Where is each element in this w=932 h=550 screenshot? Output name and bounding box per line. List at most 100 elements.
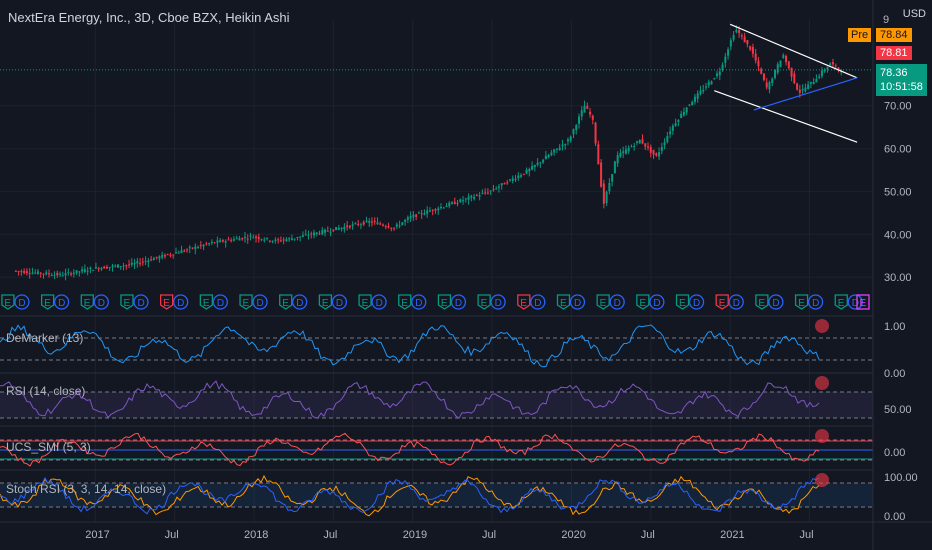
candle-body: [520, 175, 523, 177]
candle-body: [208, 243, 211, 245]
top-tick-partial: 9: [883, 14, 890, 26]
dividend-marker[interactable]: D: [649, 294, 665, 310]
indicator-label-stochrsi[interactable]: Stoch RSI (3, 3, 14, 14, close): [6, 482, 167, 496]
earnings-marker[interactable]: E: [755, 294, 769, 310]
candle-body: [680, 113, 683, 118]
dividend-marker[interactable]: D: [212, 294, 228, 310]
trendlines: [714, 23, 858, 143]
svg-text:D: D: [18, 298, 25, 309]
alert-marker: [815, 473, 829, 487]
candle-body: [564, 144, 567, 146]
earnings-marker[interactable]: E: [239, 294, 253, 310]
dividend-marker[interactable]: D: [14, 294, 30, 310]
future-earnings-marker[interactable]: E: [856, 294, 870, 310]
candle-body: [221, 240, 224, 242]
candle-body: [553, 149, 556, 153]
candle-body: [362, 221, 365, 225]
dividend-marker[interactable]: D: [609, 294, 625, 310]
dividend-marker[interactable]: D: [807, 294, 824, 310]
candle-body: [760, 68, 763, 74]
candle-body: [619, 152, 622, 157]
candle-body: [235, 238, 238, 240]
dividend-marker[interactable]: D: [331, 294, 348, 310]
indicator-label-rsi[interactable]: RSI (14, close): [6, 384, 86, 398]
currency-label[interactable]: USD: [902, 8, 926, 20]
dividend-marker[interactable]: D: [450, 294, 467, 310]
dividend-marker[interactable]: D: [728, 294, 744, 310]
indicator-label-demarker[interactable]: DeMarker (13): [6, 331, 84, 345]
candle-body: [641, 139, 644, 144]
candle-body: [602, 183, 605, 204]
earnings-marker[interactable]: E: [715, 294, 729, 310]
dividend-marker[interactable]: D: [569, 294, 586, 310]
svg-text:E: E: [860, 298, 867, 309]
dividend-marker[interactable]: D: [133, 294, 149, 310]
dividend-marker[interactable]: D: [53, 294, 70, 310]
candle-body: [379, 223, 382, 225]
earnings-marker[interactable]: E: [556, 294, 571, 310]
candle-body: [754, 53, 757, 61]
dividend-marker[interactable]: D: [371, 294, 387, 310]
candle-body: [249, 235, 252, 237]
earnings-marker[interactable]: E: [398, 294, 412, 310]
earnings-marker[interactable]: E: [675, 294, 690, 310]
candle-body: [762, 73, 765, 80]
earnings-marker[interactable]: E: [279, 294, 293, 310]
candle-body: [481, 192, 484, 194]
candle-body: [368, 220, 371, 223]
earnings-marker[interactable]: E: [834, 294, 848, 310]
candle-body: [241, 237, 244, 240]
candle-body: [820, 70, 823, 77]
svg-text:D: D: [772, 298, 779, 309]
earnings-marker[interactable]: E: [80, 294, 94, 310]
candle-body: [299, 236, 302, 238]
candle-body: [398, 225, 401, 227]
earnings-marker[interactable]: E: [636, 294, 650, 310]
earnings-marker[interactable]: E: [437, 294, 452, 310]
dividend-marker[interactable]: D: [173, 294, 189, 310]
svg-text:E: E: [481, 298, 488, 309]
candle-body: [39, 272, 42, 274]
earnings-marker[interactable]: E: [40, 294, 55, 310]
candle-body: [569, 136, 572, 141]
earnings-marker[interactable]: E: [358, 294, 372, 310]
candle-body: [798, 89, 801, 93]
earnings-marker[interactable]: E: [517, 294, 531, 310]
earnings-marker[interactable]: E: [199, 294, 213, 310]
candle-body: [818, 76, 821, 78]
candle-body: [804, 87, 807, 92]
earnings-marker[interactable]: E: [120, 294, 134, 310]
candle-body: [801, 88, 804, 91]
candle-body: [279, 240, 282, 242]
earnings-marker[interactable]: E: [318, 294, 333, 310]
time-axis[interactable]: 2017 Jul 2018 Jul 2019 Jul 2020 Jul 2021 Jul: [0, 521, 932, 541]
candle-body: [453, 201, 456, 205]
dividend-marker[interactable]: D: [252, 294, 268, 310]
candle-body: [751, 46, 754, 54]
candle-body: [823, 69, 826, 72]
dividend-marker[interactable]: D: [847, 294, 863, 310]
earnings-marker[interactable]: E: [477, 294, 491, 310]
dividend-marker[interactable]: D: [490, 294, 506, 310]
candle-body: [575, 125, 578, 131]
earnings-marker[interactable]: E: [160, 294, 174, 310]
dividend-marker[interactable]: D: [411, 294, 427, 310]
dividend-marker[interactable]: D: [688, 294, 705, 310]
dividend-marker[interactable]: D: [530, 294, 546, 310]
candle-body: [351, 224, 354, 226]
candle-body: [757, 60, 760, 67]
price-axis[interactable]: 30.00 40.00 50.00 60.00 70.00 1.00 0.00 50.00 0.…: [872, 0, 918, 550]
earnings-marker[interactable]: E: [1, 294, 15, 310]
dividend-marker[interactable]: D: [768, 294, 784, 310]
dividend-marker[interactable]: D: [93, 294, 109, 310]
candle-body: [746, 40, 749, 45]
candle-body: [710, 81, 713, 85]
earnings-marker[interactable]: E: [794, 294, 809, 310]
dividend-marker[interactable]: D: [292, 294, 308, 310]
earnings-marker[interactable]: E: [596, 294, 610, 310]
indicator-tick: 0.00: [884, 447, 905, 459]
candle-body: [713, 78, 716, 80]
indicator-label-smi[interactable]: UCS_SMI (5, 3): [6, 440, 91, 454]
